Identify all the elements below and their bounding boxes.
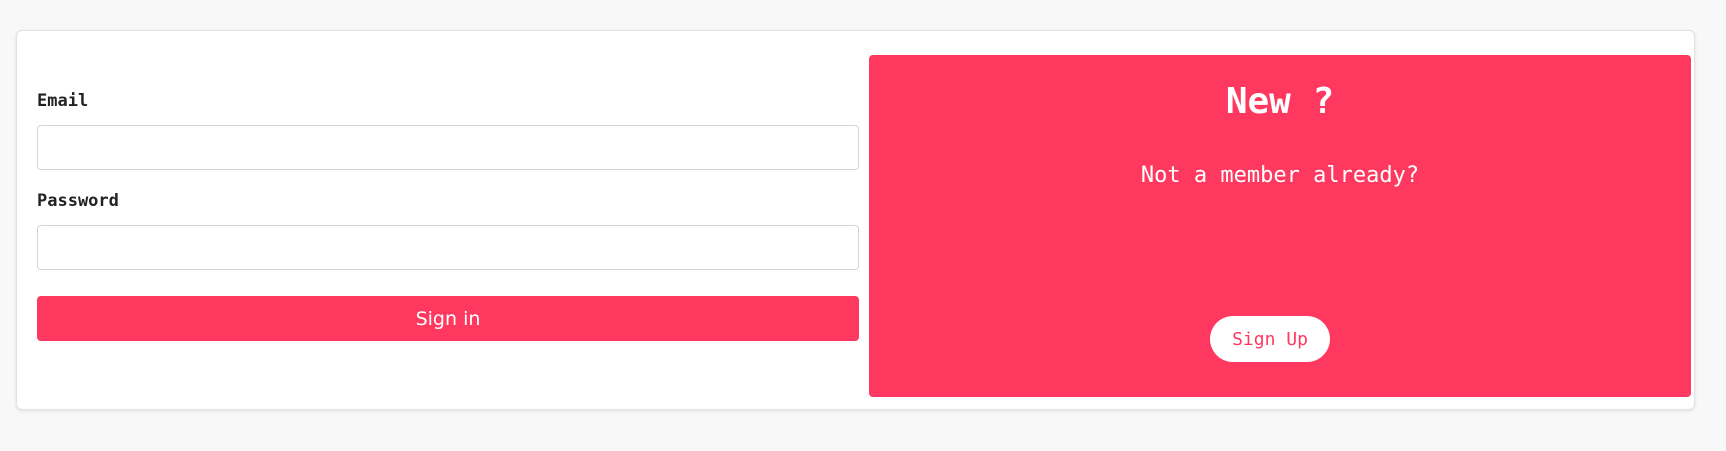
- signup-title: New ?: [1225, 81, 1335, 122]
- login-card: Email Password Sign in New ? Not a membe…: [16, 30, 1695, 410]
- signup-button[interactable]: Sign Up: [1210, 316, 1330, 362]
- signup-panel: New ? Not a member already? Sign Up: [869, 55, 1691, 397]
- signin-button[interactable]: Sign in: [37, 296, 859, 341]
- password-label: Password: [37, 191, 119, 211]
- password-input[interactable]: [37, 225, 859, 270]
- signup-text: Not a member already?: [1140, 163, 1420, 188]
- email-input[interactable]: [37, 125, 859, 170]
- email-label: Email: [37, 91, 89, 111]
